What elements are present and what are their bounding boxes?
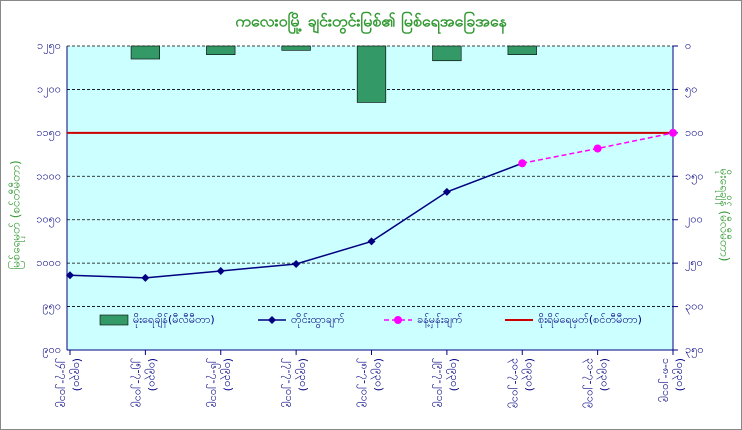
x-tick-label: (၀၉၃၀)	[220, 358, 235, 391]
x-tick-label: ၃၁-၇-၂၀၁၉	[583, 358, 598, 408]
x-tick-label: ၁-၈-၂၀၁၉	[658, 358, 673, 402]
legend-marker	[268, 316, 276, 324]
rain-bar	[356, 45, 387, 103]
x-tick-label: ၂၅-၇-၂၀၁၉	[130, 358, 145, 408]
x-tick-label: ၃၀-၇-၂၀၁၉	[507, 358, 522, 408]
y2-tick-label: ၂၀၀	[685, 213, 703, 228]
x-tick-label: (၀၉၃၀)	[295, 358, 310, 391]
y2-tick-label: ၃၅၀	[685, 343, 704, 358]
x-tick-label: (၀၉၃၀)	[521, 358, 536, 391]
y2-tick-label: ၃၀၀	[685, 300, 704, 315]
y-tick-label: ၁၂၅၀	[37, 39, 61, 54]
x-tick-label: ၂၈-၇-၂၀၁၉	[357, 358, 372, 408]
legend-label: မိုးရေချိန်(မီလီမီတာ)	[133, 313, 215, 328]
point	[442, 187, 451, 196]
point	[669, 128, 677, 137]
y2-tick-label: ၁၀၀	[685, 126, 704, 139]
legend-swatch	[99, 314, 129, 326]
x-tick-label: (၀၉၃၀)	[672, 358, 687, 391]
point	[292, 260, 301, 269]
x-tick-label: (၀၉၃၀)	[446, 358, 461, 391]
point	[367, 237, 376, 246]
y-axis-title: မြစ်ရေမှတ် (စင်တီမီတာ)	[7, 160, 26, 269]
legend-label: စိုးရိမ်ရေမှတ်(စင်တီမီတာ)	[538, 313, 642, 328]
x-tick-label: ၂၇-၇-၂၀၁၉	[281, 358, 296, 408]
legend-label: တိုင်းထွာချက်	[291, 313, 345, 328]
point	[66, 271, 74, 280]
y2-tick-label: ၅၀	[685, 82, 697, 97]
y-tick-label: ၁၁၅၀	[36, 126, 61, 141]
x-tick-label: ၂၆-၇-၂၀၁၉	[206, 358, 221, 408]
rain-bar	[432, 45, 462, 62]
y2-tick-label: ၀	[685, 39, 691, 52]
point	[141, 273, 150, 282]
x-tick-label: (၀၉၃၀)	[371, 358, 386, 391]
y-tick-label: ၁၀၅၀	[36, 213, 61, 228]
legend-label: ခန့်မှန်းချက်	[417, 313, 463, 328]
y-tick-label: ၁၁၀၀	[36, 169, 61, 182]
point	[216, 266, 225, 275]
y2-tick-label: ၁၅၀	[685, 169, 704, 184]
x-tick-label: (၀၉၃၀)	[69, 358, 84, 391]
x-tick-label: (၀၉၃၀)	[597, 358, 612, 391]
y-tick-label: ၁၀၀၀	[36, 256, 61, 269]
rain-bar	[507, 45, 537, 55]
y-tick-label: ၁၂၀၀	[37, 82, 61, 97]
rain-bar	[206, 45, 236, 55]
x-tick-label: ၂၄-၇-၂၀၁၉	[55, 358, 70, 408]
point	[518, 159, 527, 168]
y2-axis-title: မိုးရေချိန် (မီလီမီတာ)	[715, 169, 733, 262]
y2-tick-label: ၂၅၀	[685, 256, 703, 271]
point	[593, 144, 602, 153]
y-tick-label: ၉၀၀	[42, 343, 61, 358]
y-tick-label: ၉၅၀	[42, 300, 61, 315]
rain-bar	[281, 45, 311, 51]
rain-bar	[130, 45, 160, 60]
x-tick-label: ၂၉-၇-၂၀၁၉	[432, 358, 447, 408]
legend-marker	[394, 316, 402, 324]
x-tick-label: (၀၉၃၀)	[144, 358, 159, 391]
